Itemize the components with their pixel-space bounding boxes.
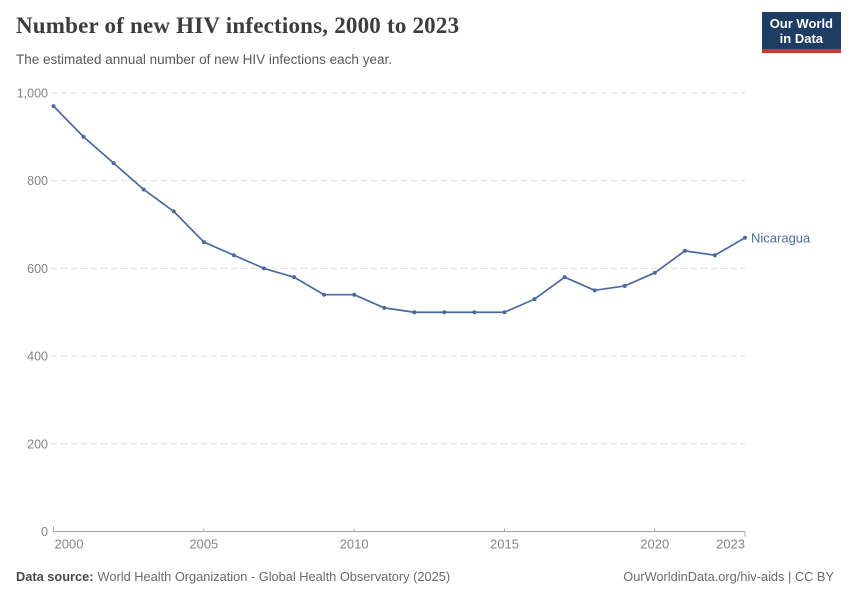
data-point[interactable] bbox=[442, 310, 447, 315]
data-source-note: Data source: World Health Organization - … bbox=[16, 569, 450, 584]
chart-subtitle: The estimated annual number of new HIV i… bbox=[16, 52, 392, 67]
y-tick-label: 600 bbox=[27, 262, 48, 276]
x-tick-label: 2015 bbox=[490, 537, 519, 552]
data-point[interactable] bbox=[472, 310, 477, 315]
data-point[interactable] bbox=[231, 253, 236, 258]
data-point[interactable] bbox=[201, 240, 206, 245]
series-label[interactable]: Nicaragua bbox=[751, 231, 811, 246]
y-tick-label: 1,000 bbox=[17, 87, 48, 101]
data-source-label: Data source: bbox=[16, 569, 94, 584]
y-tick-label: 0 bbox=[41, 525, 48, 539]
data-point[interactable] bbox=[382, 305, 387, 310]
owid-logo-line1: Our World bbox=[769, 16, 833, 31]
series-line-nicaragua[interactable] bbox=[52, 105, 746, 314]
x-tick-label: 2005 bbox=[189, 537, 218, 552]
data-point[interactable] bbox=[622, 283, 627, 288]
data-point[interactable] bbox=[532, 297, 537, 302]
data-point[interactable] bbox=[743, 235, 747, 240]
chart-footer: Data source: World Health Organization - … bbox=[16, 569, 834, 584]
data-source-text: World Health Organization - Global Healt… bbox=[97, 569, 451, 584]
data-point[interactable] bbox=[652, 270, 657, 275]
data-point[interactable] bbox=[51, 104, 56, 109]
y-tick-label: 800 bbox=[27, 174, 48, 188]
data-point[interactable] bbox=[111, 161, 116, 166]
data-point[interactable] bbox=[502, 310, 507, 315]
page-title: Number of new HIV infections, 2000 to 20… bbox=[16, 13, 460, 38]
x-tick-label: 2010 bbox=[340, 537, 369, 552]
owid-logo[interactable]: Our World in Data bbox=[761, 12, 841, 53]
data-point[interactable] bbox=[322, 292, 327, 297]
data-point[interactable] bbox=[592, 288, 597, 293]
x-tick-label: 2020 bbox=[640, 537, 669, 552]
data-point[interactable] bbox=[141, 187, 146, 192]
data-point[interactable] bbox=[712, 253, 717, 258]
x-tick-label: 2000 bbox=[55, 537, 84, 552]
footer-link[interactable]: OurWorldinData.org/hiv-aids | CC BY bbox=[623, 569, 834, 584]
data-point[interactable] bbox=[682, 248, 687, 253]
data-point[interactable] bbox=[261, 266, 266, 271]
data-point[interactable] bbox=[81, 134, 86, 139]
data-point[interactable] bbox=[171, 209, 176, 214]
data-point[interactable] bbox=[412, 310, 417, 315]
data-point[interactable] bbox=[562, 275, 567, 280]
y-tick-label: 400 bbox=[27, 350, 48, 364]
x-tick-label: 2023 bbox=[716, 537, 745, 552]
owid-logo-line2: in Data bbox=[779, 31, 824, 46]
y-tick-label: 200 bbox=[27, 437, 48, 451]
data-point[interactable] bbox=[292, 275, 297, 280]
data-point[interactable] bbox=[352, 292, 357, 297]
